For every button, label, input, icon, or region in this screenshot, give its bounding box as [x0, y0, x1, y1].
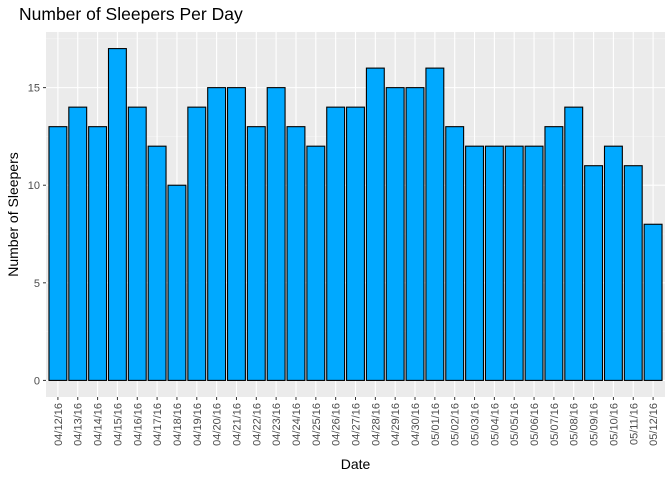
y-axis-title: Number of Sleepers: [5, 152, 21, 277]
x-tick-label: 04/26/16: [331, 403, 343, 446]
x-axis: 04/12/16 04/13/16 04/14/16 04/15/16 04/16/16…: [53, 397, 660, 446]
bar-05-11-16: [623, 165, 643, 381]
bar-04-25-16: [306, 145, 326, 381]
x-tick-label: 04/20/16: [212, 403, 224, 446]
x-tick-label: 04/19/16: [192, 403, 204, 446]
bar-04-13-16: [68, 106, 88, 381]
bar-05-04-16: [484, 145, 504, 381]
y-tick-label: 5: [34, 278, 40, 290]
x-tick-label: 05/07/16: [549, 403, 561, 446]
x-tick-label: 05/10/16: [608, 403, 620, 446]
x-tick-label: 04/29/16: [390, 403, 402, 446]
bar-04-19-16: [187, 106, 207, 381]
x-axis-title: Date: [341, 456, 371, 472]
bar-05-01-16: [425, 67, 445, 381]
x-tick-label: 05/08/16: [569, 403, 581, 446]
bar-04-21-16: [226, 87, 246, 381]
x-tick-label: 04/18/16: [172, 403, 184, 446]
bars: [48, 48, 663, 381]
x-tick-label: 04/14/16: [93, 403, 105, 446]
bar-05-06-16: [524, 145, 544, 381]
y-tick-label: 10: [28, 180, 40, 192]
x-tick-label: 05/09/16: [589, 403, 601, 446]
bar-04-17-16: [147, 145, 167, 381]
bar-04-29-16: [385, 87, 405, 381]
bar-04-22-16: [246, 126, 266, 381]
bar-04-12-16: [48, 126, 68, 381]
x-tick-label: 05/06/16: [529, 403, 541, 446]
x-tick-label: 04/27/16: [351, 403, 363, 446]
bar-05-02-16: [445, 126, 465, 381]
bar-04-20-16: [207, 87, 227, 381]
y-axis: 0 5 10 15: [28, 83, 46, 387]
bar-04-18-16: [167, 184, 187, 381]
bar-05-08-16: [564, 106, 584, 381]
x-tick-label: 04/22/16: [251, 403, 263, 446]
x-tick-label: 04/17/16: [152, 403, 164, 446]
chart-title: Number of Sleepers Per Day: [19, 4, 243, 24]
bar-05-05-16: [504, 145, 524, 381]
bar-05-03-16: [465, 145, 485, 381]
bar-05-09-16: [584, 165, 604, 381]
x-tick-label: 04/30/16: [410, 403, 422, 446]
x-tick-label: 04/24/16: [291, 403, 303, 446]
x-tick-label: 04/23/16: [271, 403, 283, 446]
x-tick-label: 05/02/16: [450, 403, 462, 446]
bar-04-16-16: [127, 106, 147, 381]
bar-05-07-16: [544, 126, 564, 381]
bar-04-23-16: [266, 87, 286, 381]
bar-04-14-16: [88, 126, 108, 381]
bar-05-10-16: [603, 145, 623, 381]
bar-04-24-16: [286, 126, 306, 381]
x-tick-label: 04/28/16: [370, 403, 382, 446]
x-tick-label: 05/12/16: [648, 403, 660, 446]
x-tick-label: 04/16/16: [132, 403, 144, 446]
x-tick-label: 04/21/16: [231, 403, 243, 446]
x-tick-label: 05/05/16: [509, 403, 521, 446]
x-tick-label: 04/13/16: [73, 403, 85, 446]
bar-04-28-16: [365, 67, 385, 381]
bar-04-15-16: [107, 48, 127, 381]
y-tick-label: 0: [34, 375, 40, 387]
x-tick-label: 05/11/16: [628, 403, 640, 445]
x-tick-label: 04/25/16: [311, 403, 323, 446]
y-tick-label: 15: [28, 83, 40, 95]
x-tick-label: 05/03/16: [470, 403, 482, 446]
x-tick-label: 04/12/16: [53, 403, 65, 446]
x-tick-label: 04/15/16: [112, 403, 124, 446]
bar-05-12-16: [643, 223, 663, 381]
x-tick-label: 05/04/16: [489, 403, 501, 446]
bar-04-30-16: [405, 87, 425, 381]
bar-04-27-16: [346, 106, 365, 381]
bar-04-26-16: [326, 106, 346, 381]
x-tick-label: 05/01/16: [430, 403, 442, 446]
